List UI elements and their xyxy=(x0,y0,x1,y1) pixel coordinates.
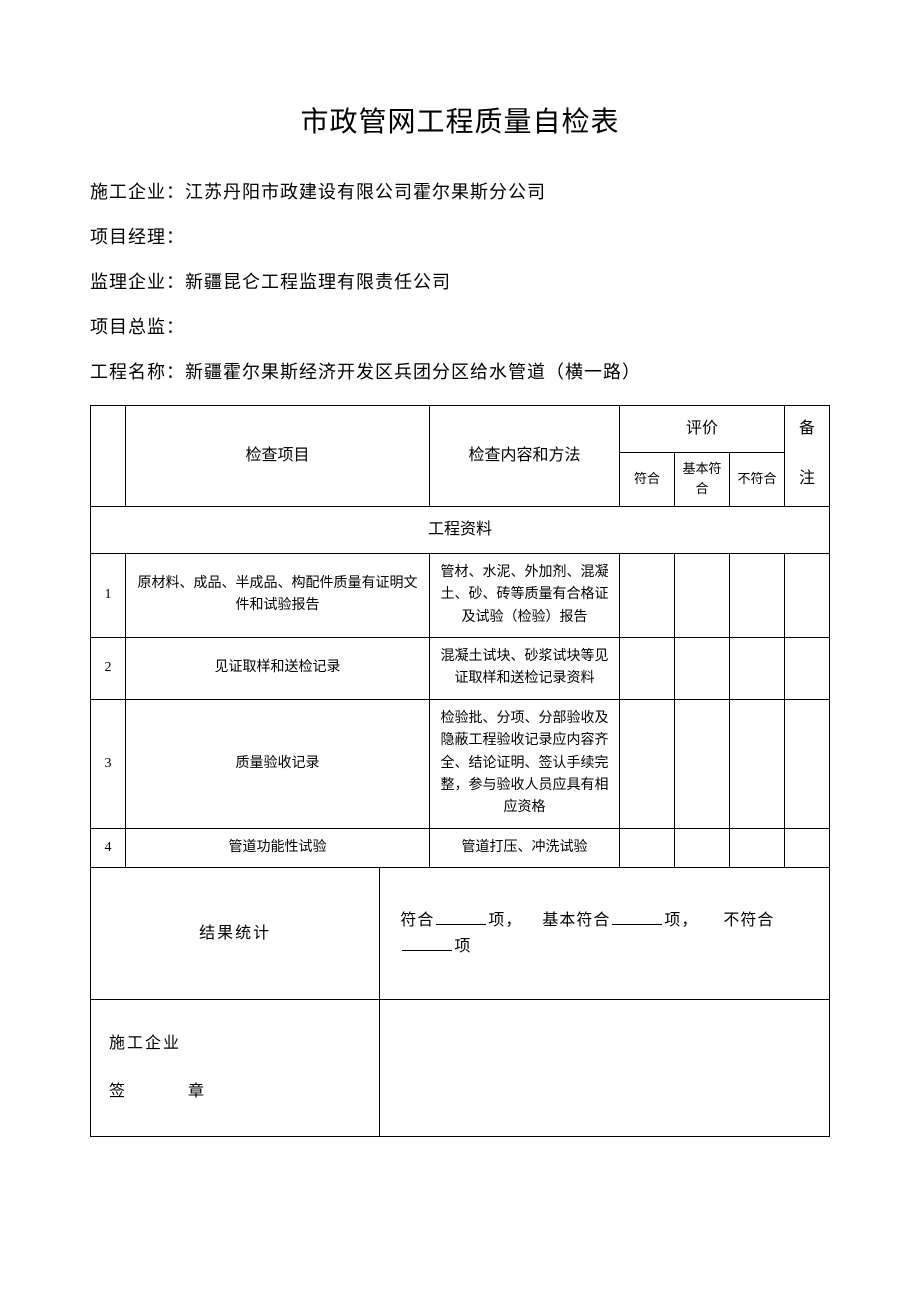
row-remark xyxy=(785,828,830,867)
header-row-1: 检查项目 检查内容和方法 评价 备 xyxy=(91,406,830,453)
row-idx: 4 xyxy=(91,828,126,867)
company-label: 施工企业： xyxy=(90,182,185,202)
supervisor-line: 监理企业：新疆昆仑工程监理有限责任公司 xyxy=(90,260,830,305)
sign-content xyxy=(380,1000,830,1137)
sign-label: 施工企业 签 章 xyxy=(91,1000,380,1137)
pm-line: 项目经理： xyxy=(90,215,830,260)
sign-line2: 签 章 xyxy=(109,1068,204,1116)
blank-line xyxy=(402,950,452,951)
project-value: 新疆霍尔果斯经济开发区兵团分区给水管道（横一路） xyxy=(185,362,641,382)
row-basic-pass xyxy=(675,699,730,828)
row-pass xyxy=(620,828,675,867)
row-remark xyxy=(785,699,830,828)
row-pass xyxy=(620,637,675,699)
summary-t3: 基本符合 xyxy=(542,912,610,929)
row-fail xyxy=(730,828,785,867)
header-item: 检查项目 xyxy=(126,406,430,507)
summary-label: 结果统计 xyxy=(91,868,380,1000)
header-fail: 不符合 xyxy=(730,452,785,507)
blank-line xyxy=(436,924,486,925)
row-content: 管材、水泥、外加剂、混凝土、砂、砖等质量有合格证及试验（检验）报告 xyxy=(430,553,620,637)
row-remark xyxy=(785,553,830,637)
sign-line1: 施工企业 xyxy=(109,1020,371,1068)
row-remark xyxy=(785,637,830,699)
summary-row: 结果统计 符合 项， 基本符合 项， 不符合项 xyxy=(91,868,830,1000)
row-item: 见证取样和送检记录 xyxy=(126,637,430,699)
summary-t2: 项， xyxy=(488,912,522,929)
row-content: 检验批、分项、分部验收及隐蔽工程验收记录应内容齐全、结论证明、签认手续完整，参与… xyxy=(430,699,620,828)
summary-t4: 项， xyxy=(664,912,698,929)
section-title: 工程资料 xyxy=(91,507,830,554)
row-pass xyxy=(620,699,675,828)
row-item: 质量验收记录 xyxy=(126,699,430,828)
row-basic-pass xyxy=(675,553,730,637)
header-remark-top: 备 xyxy=(785,406,830,453)
row-fail xyxy=(730,637,785,699)
header-idx xyxy=(91,406,126,507)
summary-t6: 项 xyxy=(454,938,471,955)
row-item: 管道功能性试验 xyxy=(126,828,430,867)
section-row: 工程资料 xyxy=(91,507,830,554)
summary-t5: 不符合 xyxy=(723,912,774,929)
inspection-table: 检查项目 检查内容和方法 评价 备 符合 基本符合 不符合 注 工程资料 1 原… xyxy=(90,405,830,1137)
supervisor-value: 新疆昆仑工程监理有限责任公司 xyxy=(185,272,451,292)
row-idx: 3 xyxy=(91,699,126,828)
director-line: 项目总监： xyxy=(90,305,830,350)
table-row: 3 质量验收记录 检验批、分项、分部验收及隐蔽工程验收记录应内容齐全、结论证明、… xyxy=(91,699,830,828)
row-basic-pass xyxy=(675,828,730,867)
table-row: 4 管道功能性试验 管道打压、冲洗试验 xyxy=(91,828,830,867)
row-fail xyxy=(730,699,785,828)
director-label: 项目总监： xyxy=(90,317,185,337)
row-fail xyxy=(730,553,785,637)
summary-t1: 符合 xyxy=(400,912,434,929)
row-item: 原材料、成品、半成品、构配件质量有证明文件和试验报告 xyxy=(126,553,430,637)
header-remark-bottom: 注 xyxy=(785,452,830,507)
row-basic-pass xyxy=(675,637,730,699)
company-value: 江苏丹阳市政建设有限公司霍尔果斯分公司 xyxy=(185,182,546,202)
info-block: 施工企业：江苏丹阳市政建设有限公司霍尔果斯分公司 项目经理： 监理企业：新疆昆仑… xyxy=(90,170,830,395)
blank-line xyxy=(612,924,662,925)
table-row: 1 原材料、成品、半成品、构配件质量有证明文件和试验报告 管材、水泥、外加剂、混… xyxy=(91,553,830,637)
project-label: 工程名称： xyxy=(90,362,185,382)
sign-row: 施工企业 签 章 xyxy=(91,1000,830,1137)
company-line: 施工企业：江苏丹阳市政建设有限公司霍尔果斯分公司 xyxy=(90,170,830,215)
table-row: 2 见证取样和送检记录 混凝土试块、砂浆试块等见证取样和送检记录资料 xyxy=(91,637,830,699)
row-pass xyxy=(620,553,675,637)
supervisor-label: 监理企业： xyxy=(90,272,185,292)
row-content: 管道打压、冲洗试验 xyxy=(430,828,620,867)
page-title: 市政管网工程质量自检表 xyxy=(90,100,830,140)
pm-label: 项目经理： xyxy=(90,227,185,247)
header-pass: 符合 xyxy=(620,452,675,507)
row-content: 混凝土试块、砂浆试块等见证取样和送检记录资料 xyxy=(430,637,620,699)
header-basic-pass: 基本符合 xyxy=(675,452,730,507)
header-content: 检查内容和方法 xyxy=(430,406,620,507)
row-idx: 1 xyxy=(91,553,126,637)
row-idx: 2 xyxy=(91,637,126,699)
project-line: 工程名称：新疆霍尔果斯经济开发区兵团分区给水管道（横一路） xyxy=(90,350,830,395)
summary-content: 符合 项， 基本符合 项， 不符合项 xyxy=(380,868,830,1000)
header-eval: 评价 xyxy=(620,406,785,453)
